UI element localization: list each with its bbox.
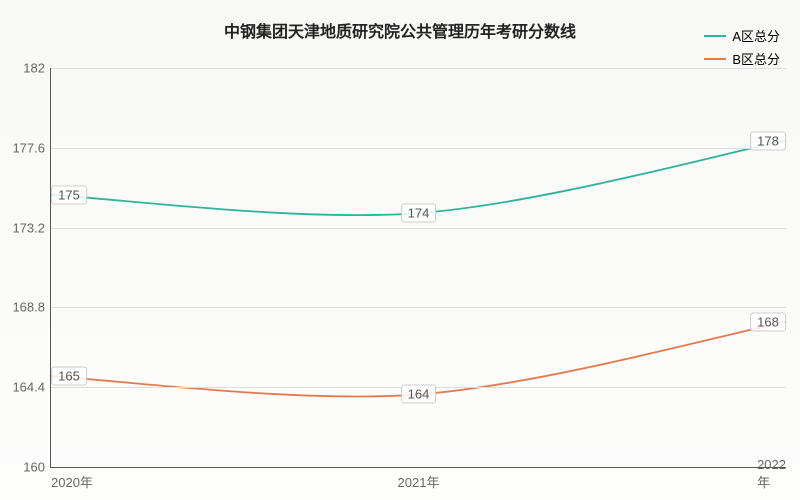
y-tick-label: 173.2 (3, 220, 45, 235)
line-svg (51, 68, 786, 467)
data-label: 168 (750, 312, 786, 331)
legend-item-a: A区总分 (704, 26, 780, 45)
y-tick-label: 164.4 (3, 380, 45, 395)
y-tick-label: 182 (3, 61, 45, 76)
plot-area: 160164.4168.8173.2177.61822020年2021年2022… (50, 68, 786, 468)
gridline (51, 68, 786, 69)
chart-title: 中钢集团天津地质研究院公共管理历年考研分数线 (224, 18, 576, 42)
legend-label-b: B区总分 (732, 49, 780, 68)
legend-swatch-a (704, 35, 726, 37)
legend-item-b: B区总分 (704, 49, 780, 68)
legend: A区总分 B区总分 (704, 26, 780, 72)
gridline (51, 307, 786, 308)
chart-container: 中钢集团天津地质研究院公共管理历年考研分数线 A区总分 B区总分 160164.… (0, 0, 800, 500)
x-tick-label: 2022年 (757, 457, 786, 491)
data-label: 174 (401, 204, 437, 223)
y-tick-label: 168.8 (3, 300, 45, 315)
y-tick-label: 177.6 (3, 140, 45, 155)
x-tick-label: 2020年 (51, 472, 93, 491)
y-tick-label: 160 (3, 460, 45, 475)
data-label: 175 (51, 185, 87, 204)
gridline (51, 228, 786, 229)
legend-label-a: A区总分 (732, 26, 780, 45)
data-label: 164 (401, 385, 437, 404)
data-label: 165 (51, 367, 87, 386)
x-tick-label: 2021年 (398, 472, 440, 491)
gridline (51, 148, 786, 149)
legend-swatch-b (704, 58, 726, 60)
data-label: 178 (750, 131, 786, 150)
